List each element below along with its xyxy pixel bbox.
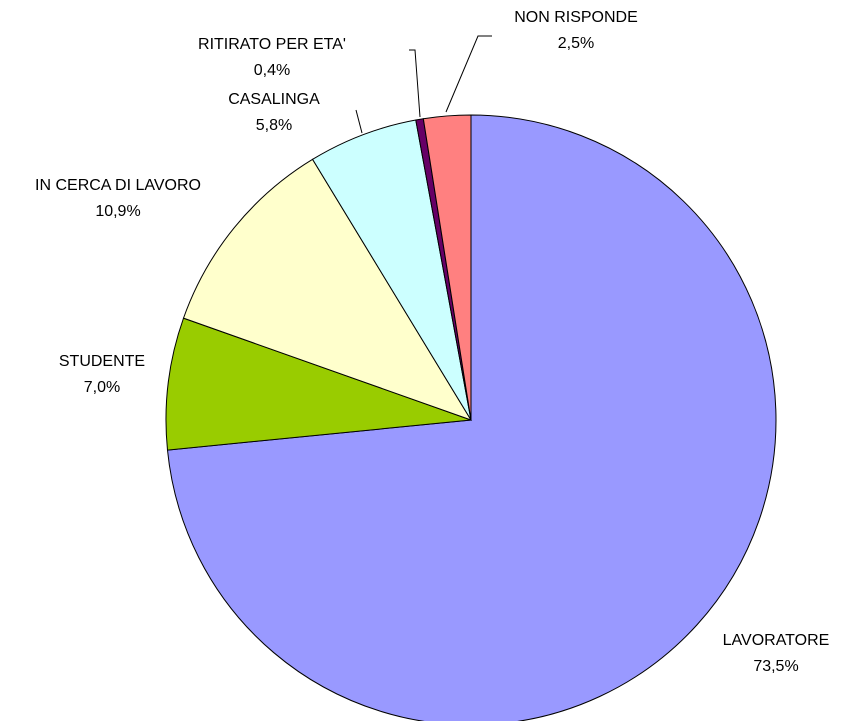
slice-label: LAVORATORE [723, 632, 830, 649]
leader-line [409, 49, 421, 118]
leader-line [355, 109, 363, 134]
pie-slice [182, 158, 473, 421]
pie-slice [422, 114, 472, 421]
leader-line [445, 35, 492, 113]
slice-label: STUDENTE [59, 353, 145, 370]
slice-label: NON RISPONDE [514, 9, 638, 26]
slice-value-label: 7,0% [84, 379, 120, 396]
slice-value-label: 10,9% [95, 203, 140, 220]
slice-label: CASALINGA [228, 91, 320, 108]
slice-label: RITIRATO PER ETA' [198, 36, 346, 53]
slice-value-label: 73,5% [753, 658, 798, 675]
slice-value-label: 0,4% [254, 62, 290, 79]
pie-slice [166, 114, 777, 721]
slice-value-label: 5,8% [256, 117, 292, 134]
slice-value-label: 2,5% [558, 35, 594, 52]
slice-label: IN CERCA DI LAVORO [35, 177, 201, 194]
pie-slice [165, 317, 472, 451]
